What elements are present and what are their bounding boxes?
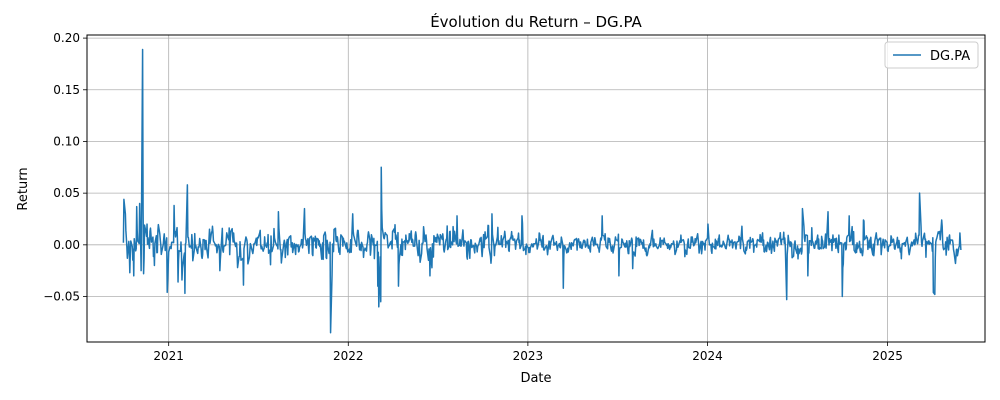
y-tick-label: −0.05 bbox=[43, 290, 80, 304]
data-layer bbox=[122, 48, 962, 334]
y-tick-label: 0.20 bbox=[53, 31, 80, 45]
y-tick-label: 0.05 bbox=[53, 186, 80, 200]
x-tick-label: 2021 bbox=[153, 349, 184, 363]
legend-label-dg-pa: DG.PA bbox=[930, 49, 970, 64]
y-axis: −0.05 0.00 0.05 0.10 0.15 0.20 bbox=[43, 31, 87, 304]
x-tick-label: 2022 bbox=[333, 349, 364, 363]
y-tick-label: 0.00 bbox=[53, 238, 80, 252]
chart-title: Évolution du Return – DG.PA bbox=[430, 12, 642, 31]
y-tick-label: 0.10 bbox=[53, 134, 80, 148]
y-tick-label: 0.15 bbox=[53, 83, 80, 97]
plot-area-frame bbox=[86, 34, 986, 343]
y-axis-label: Return bbox=[16, 167, 31, 210]
x-tick-label: 2024 bbox=[692, 349, 723, 363]
legend-box bbox=[884, 41, 979, 69]
x-tick-label: 2023 bbox=[513, 349, 544, 363]
x-axis-label: Date bbox=[520, 371, 551, 386]
legend: DG.PA bbox=[884, 41, 979, 69]
grid bbox=[87, 35, 985, 342]
x-axis: 2021 2022 2023 2024 2025 bbox=[153, 342, 903, 363]
x-tick-label: 2025 bbox=[872, 349, 903, 363]
series-line-dg-pa bbox=[122, 48, 962, 334]
